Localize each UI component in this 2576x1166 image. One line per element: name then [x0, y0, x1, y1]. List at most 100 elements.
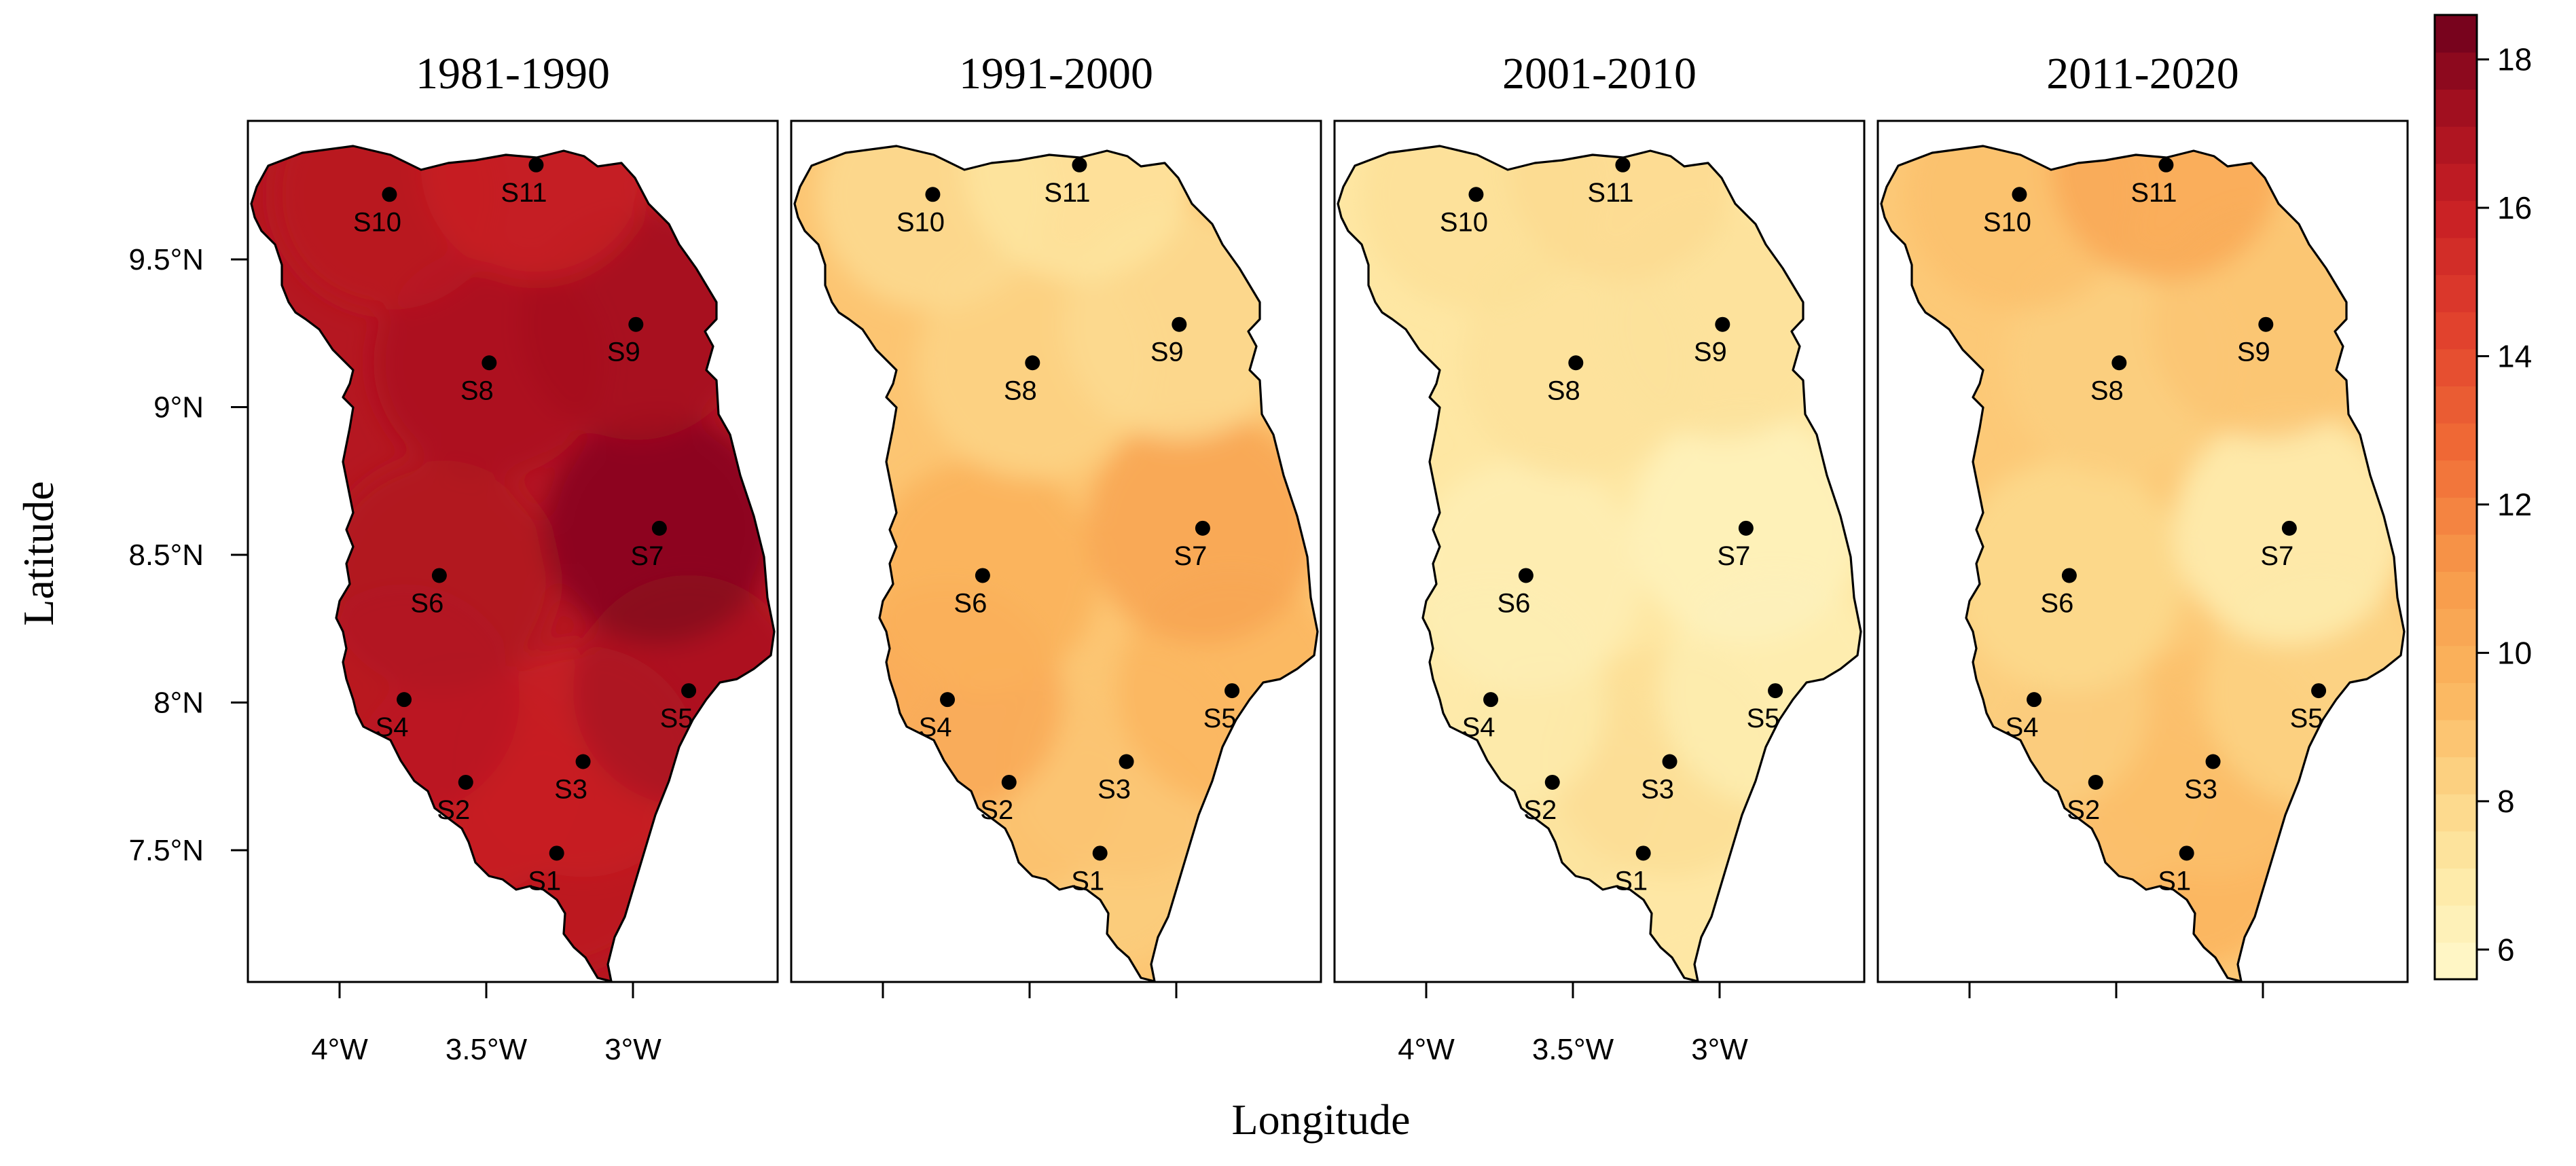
colorbar-band: [2435, 274, 2477, 312]
station-point: [1468, 187, 1484, 202]
station-label: S5: [660, 704, 693, 733]
station-label: S6: [954, 588, 987, 618]
colorbar-band: [2435, 460, 2477, 498]
station-label: S2: [437, 795, 470, 825]
station-point: [2158, 157, 2174, 172]
station-point: [1768, 683, 1783, 699]
station-point: [1615, 157, 1631, 172]
station-point: [940, 692, 956, 708]
station-point: [458, 774, 473, 790]
station-point: [925, 187, 941, 202]
station-point: [528, 157, 544, 172]
station-label: S1: [528, 866, 561, 896]
station-point: [628, 316, 644, 332]
station-point: [2027, 692, 2042, 708]
station-point: [2061, 568, 2077, 583]
station-point: [1483, 692, 1499, 708]
colorbar-tick-label: 16: [2497, 190, 2532, 225]
station-point: [1195, 520, 1210, 536]
station-label: S9: [1694, 338, 1727, 367]
station-label: S7: [630, 541, 664, 571]
region-boundary: [1337, 145, 1862, 983]
station-point: [397, 692, 412, 708]
colorbar-band: [2435, 905, 2477, 943]
station-label: S6: [1497, 588, 1530, 618]
colorbar-band: [2435, 348, 2477, 386]
station-label: S7: [2260, 541, 2293, 571]
station-label: S1: [1614, 866, 1648, 896]
region-boundary: [793, 145, 1319, 983]
colorbar-band: [2435, 719, 2477, 758]
station-point: [1662, 754, 1677, 769]
station-label: S3: [2184, 775, 2217, 805]
colorbar-tick-label: 8: [2497, 784, 2515, 819]
colorbar-band: [2435, 682, 2477, 721]
station-point: [2281, 520, 2297, 536]
y-tick-label: 8.5°N: [128, 539, 204, 572]
station-point: [2012, 187, 2027, 202]
colorbar-band: [2435, 608, 2477, 646]
colorbar-band: [2435, 126, 2477, 164]
colorbar-band: [2435, 386, 2477, 424]
station-point: [2179, 845, 2194, 861]
colorbar-band: [2435, 757, 2477, 795]
station-point: [1544, 774, 1560, 790]
station-point: [1119, 754, 1134, 769]
station-label: S9: [2237, 338, 2270, 367]
colorbar-band: [2435, 200, 2477, 238]
colorbar-tick-label: 14: [2497, 338, 2532, 374]
map-panel: 1991-2000 S1 S2 S3 S4 S5 S6 S7 S8 S9 S10 S11: [790, 49, 1322, 983]
station-label: S5: [1203, 704, 1237, 733]
station-point: [2111, 355, 2127, 371]
station-point: [1025, 355, 1040, 371]
station-label: S11: [1587, 178, 1633, 208]
colorbar-frame: [2433, 14, 2478, 981]
y-axis-label: Latitude: [14, 481, 62, 625]
x-axis-label: Longitude: [1231, 1095, 1410, 1144]
station-label: S4: [376, 712, 409, 742]
station-label: S6: [410, 588, 443, 618]
y-tick-label: 9°N: [153, 391, 204, 424]
colorbar-band: [2435, 163, 2477, 201]
panel-frame: [1876, 120, 2409, 983]
station-label: S4: [919, 712, 952, 742]
colorbar-band: [2435, 645, 2477, 683]
station-point: [2311, 683, 2327, 699]
colorbar-tick-label: 18: [2497, 42, 2532, 77]
station-label: S2: [1523, 795, 1557, 825]
colorbar-band: [2435, 497, 2477, 535]
station-label: S5: [1747, 704, 1780, 733]
station-label: S11: [2130, 178, 2177, 208]
station-label: S5: [2290, 704, 2323, 733]
y-tick-label: 8°N: [153, 687, 204, 720]
colorbar-band: [2435, 89, 2477, 127]
panel-frame: [247, 120, 779, 983]
station-point: [1715, 316, 1730, 332]
colorbar-band: [2435, 831, 2477, 869]
colorbar-band: [2435, 571, 2477, 609]
station-point: [651, 520, 667, 536]
station-point: [382, 187, 397, 202]
station-point: [1738, 520, 1754, 536]
station-label: S2: [980, 795, 1013, 825]
colorbar-tick-label: 10: [2497, 635, 2532, 670]
colorbar-band: [2435, 52, 2477, 90]
map-panel: 2001-2010 S1 S2 S3 S4 S5 S6 S7 S8 S9 S10 S11: [1333, 49, 1866, 983]
station-label: S6: [2040, 588, 2073, 618]
panel-frame: [790, 120, 1322, 983]
station-point: [1224, 683, 1240, 699]
station-label: S8: [460, 376, 494, 405]
x-tick-label: 3°W: [604, 1033, 661, 1066]
x-tick-label: 3°W: [1691, 1033, 1748, 1066]
station-label: S4: [2006, 712, 2039, 742]
station-label: S7: [1717, 541, 1750, 571]
colorbar-band: [2435, 311, 2477, 350]
colorbar-band: [2435, 868, 2477, 906]
station-point: [1172, 316, 1187, 332]
station-label: S10: [896, 207, 945, 237]
panel-frame: [1333, 120, 1866, 983]
colorbar: 6 8 10 12 14 16 18: [2433, 14, 2532, 981]
station-label: S3: [554, 775, 587, 805]
station-point: [1568, 355, 1584, 371]
